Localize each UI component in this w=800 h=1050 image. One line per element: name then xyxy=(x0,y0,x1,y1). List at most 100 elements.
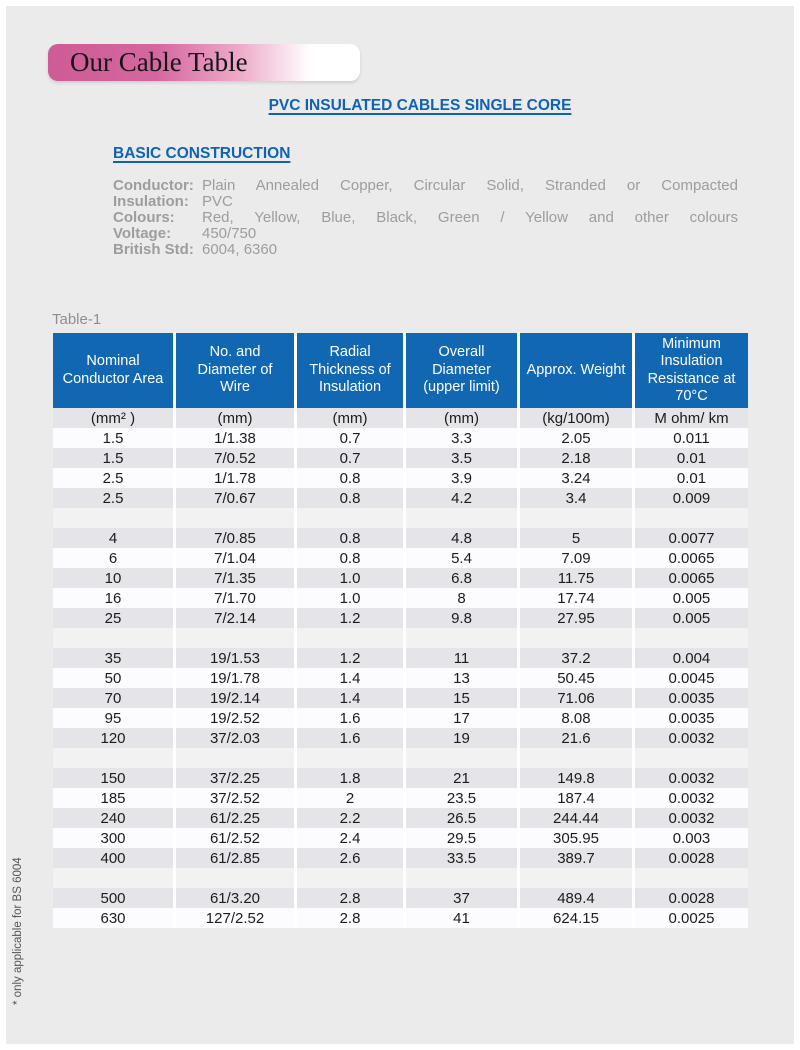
table-cell: 0.0028 xyxy=(635,848,748,868)
table-cell: 1.6 xyxy=(297,728,403,748)
table-cell: 5.4 xyxy=(406,548,517,568)
table-row: 1.5 1/1.38 0.7 3.3 2.05 0.011 xyxy=(53,428,748,448)
spec-value: 6004, 6360 xyxy=(202,241,278,258)
table-cell: 0.0035 xyxy=(635,688,748,708)
table-cell xyxy=(635,508,748,528)
table-cell: 35 xyxy=(53,648,173,668)
table-cell: 0.0032 xyxy=(635,808,748,828)
section-heading-text: BASIC CONSTRUCTION xyxy=(113,145,291,162)
table-cell: 11 xyxy=(406,648,517,668)
table-cell: 185 xyxy=(53,788,173,808)
table-row: 35 19/1.53 1.2 11 37.2 0.004 xyxy=(53,648,748,668)
table-cell: 10 xyxy=(53,568,173,588)
table-cell xyxy=(53,868,173,888)
table-cell: 0.0077 xyxy=(635,528,748,548)
table-cell: 0.8 xyxy=(297,468,403,488)
spec-value: Plain Annealed Copper, Circular Solid, S… xyxy=(202,177,738,194)
spacer-row xyxy=(53,748,748,768)
table-cell: 2 xyxy=(297,788,403,808)
table-row: 630 127/2.52 2.8 41 624.15 0.0025 xyxy=(53,908,748,928)
header-cell: Overall Diameter (upper limit) xyxy=(406,333,517,408)
table-cell: 624.15 xyxy=(520,908,632,928)
table-cell xyxy=(297,628,403,648)
table-cell: 3.24 xyxy=(520,468,632,488)
table-cell: 1/1.78 xyxy=(176,468,294,488)
table-cell: 0.0032 xyxy=(635,788,748,808)
table-row: 2.5 7/0.67 0.8 4.2 3.4 0.009 xyxy=(53,488,748,508)
table-cell: 0.01 xyxy=(635,468,748,488)
table-cell: 15 xyxy=(406,688,517,708)
table-cell: 2.8 xyxy=(297,888,403,908)
cable-table: Nominal Conductor Area No. and Diameter o… xyxy=(53,333,748,928)
table-row: 500 61/3.20 2.8 37 489.4 0.0028 xyxy=(53,888,748,908)
table-cell: 61/3.20 xyxy=(176,888,294,908)
table-cell: 244.44 xyxy=(520,808,632,828)
table-row: 400 61/2.85 2.6 33.5 389.7 0.0028 xyxy=(53,848,748,868)
table-cell: 26.5 xyxy=(406,808,517,828)
table-cell: 0.0065 xyxy=(635,548,748,568)
table-body: (mm² ) (mm) (mm) (mm) (kg/100m) M ohm/ km 1.5 1… xyxy=(53,408,748,928)
table-row: 10 7/1.35 1.0 6.8 11.75 0.0065 xyxy=(53,568,748,588)
table-cell: 7/0.67 xyxy=(176,488,294,508)
document-title-text: PVC INSULATED CABLES SINGLE CORE xyxy=(268,97,572,114)
table-cell: 0.009 xyxy=(635,488,748,508)
table-cell: 0.8 xyxy=(297,488,403,508)
table-cell: 1.0 xyxy=(297,588,403,608)
table-cell: 2.2 xyxy=(297,808,403,828)
table-cell: 17 xyxy=(406,708,517,728)
table-row: 50 19/1.78 1.4 13 50.45 0.0045 xyxy=(53,668,748,688)
table-cell: 0.0045 xyxy=(635,668,748,688)
table-cell xyxy=(297,508,403,528)
table-cell: 1.2 xyxy=(297,608,403,628)
table-cell: 21.6 xyxy=(520,728,632,748)
table-row: 150 37/2.25 1.8 21 149.8 0.0032 xyxy=(53,768,748,788)
table-cell: 71.06 xyxy=(520,688,632,708)
table-cell: 25 xyxy=(53,608,173,628)
table-cell xyxy=(520,748,632,768)
table-cell: 0.0032 xyxy=(635,768,748,788)
table-row: 25 7/2.14 1.2 9.8 27.95 0.005 xyxy=(53,608,748,628)
table-cell: 6.8 xyxy=(406,568,517,588)
table-cell: 1/1.38 xyxy=(176,428,294,448)
spec-row-colours: Colours: Red, Yellow, Blue, Black, Green… xyxy=(113,210,738,226)
table-cell xyxy=(520,868,632,888)
table-cell xyxy=(406,868,517,888)
table-cell: 0.8 xyxy=(297,548,403,568)
table-cell: 3.3 xyxy=(406,428,517,448)
table-cell: 1.4 xyxy=(297,688,403,708)
table-cell: 0.0065 xyxy=(635,568,748,588)
table-row: 16 7/1.70 1.0 8 17.74 0.005 xyxy=(53,588,748,608)
table-cell: (mm) xyxy=(176,408,294,428)
spec-label: Conductor: xyxy=(113,177,194,194)
table-cell: 187.4 xyxy=(520,788,632,808)
table-cell xyxy=(297,748,403,768)
table-cell: 17.74 xyxy=(520,588,632,608)
table-cell: 6 xyxy=(53,548,173,568)
spec-value: 450/750 xyxy=(202,225,257,242)
table-cell: 50 xyxy=(53,668,173,688)
table-cell xyxy=(297,868,403,888)
table-cell: 0.0025 xyxy=(635,908,748,928)
table-cell: 0.004 xyxy=(635,648,748,668)
units-row: (mm² ) (mm) (mm) (mm) (kg/100m) M ohm/ km xyxy=(53,408,748,428)
table-cell: 13 xyxy=(406,668,517,688)
table-cell: 7/0.52 xyxy=(176,448,294,468)
table-cell: 50.45 xyxy=(520,668,632,688)
table-cell: 70 xyxy=(53,688,173,708)
table-cell: 1.0 xyxy=(297,568,403,588)
table-cell: 16 xyxy=(53,588,173,608)
section-heading: BASIC CONSTRUCTION xyxy=(113,145,290,163)
page-banner: Our Cable Table xyxy=(48,44,360,81)
table-cell: (mm) xyxy=(406,408,517,428)
table-cell: 1.5 xyxy=(53,448,173,468)
table-cell: 41 xyxy=(406,908,517,928)
table-cell: 0.011 xyxy=(635,428,748,448)
table-cell: 3.9 xyxy=(406,468,517,488)
table-cell: 120 xyxy=(53,728,173,748)
table-cell: (mm) xyxy=(297,408,403,428)
spec-row-british-std: British Std: 6004, 6360 xyxy=(113,242,738,258)
table-cell: 2.18 xyxy=(520,448,632,468)
header-cell: No. and Diameter of Wire xyxy=(176,333,294,408)
spec-label: Voltage: xyxy=(113,225,172,242)
table-cell: 9.8 xyxy=(406,608,517,628)
